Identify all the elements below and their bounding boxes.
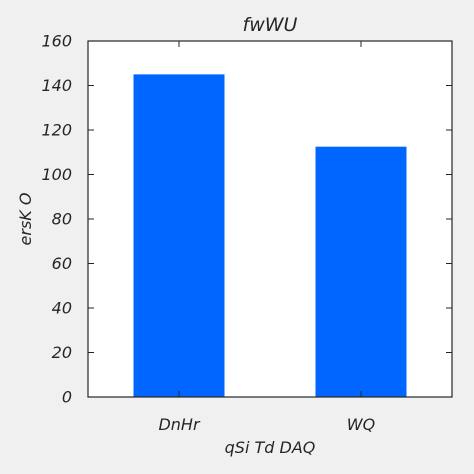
y-tick-label: 60 (52, 254, 72, 273)
y-tick-label: 160 (41, 32, 72, 51)
x-tick-label: WQ (347, 415, 375, 434)
y-tick-label: 0 (62, 388, 72, 407)
y-axis-label: ersK O (16, 193, 35, 246)
y-tick-label: 80 (52, 210, 72, 229)
y-tick-label: 140 (41, 76, 72, 95)
chart-title: fwWU (243, 14, 298, 36)
y-tick-label: 100 (41, 165, 72, 184)
y-tick-label: 40 (52, 299, 72, 318)
y-tick-label: 20 (52, 343, 72, 362)
x-axis-label: qSi Td DAQ (225, 438, 316, 457)
x-tick-label: DnHr (158, 415, 200, 434)
bars-group (133, 74, 407, 397)
bar-dnhr (133, 74, 225, 397)
y-tick-label: 120 (41, 121, 72, 140)
bar-wq (315, 146, 407, 397)
x-axis-ticks: DnHr WQ (158, 41, 375, 434)
y-axis-ticks: 0 20 40 60 80 100 120 140 160 (41, 32, 452, 407)
